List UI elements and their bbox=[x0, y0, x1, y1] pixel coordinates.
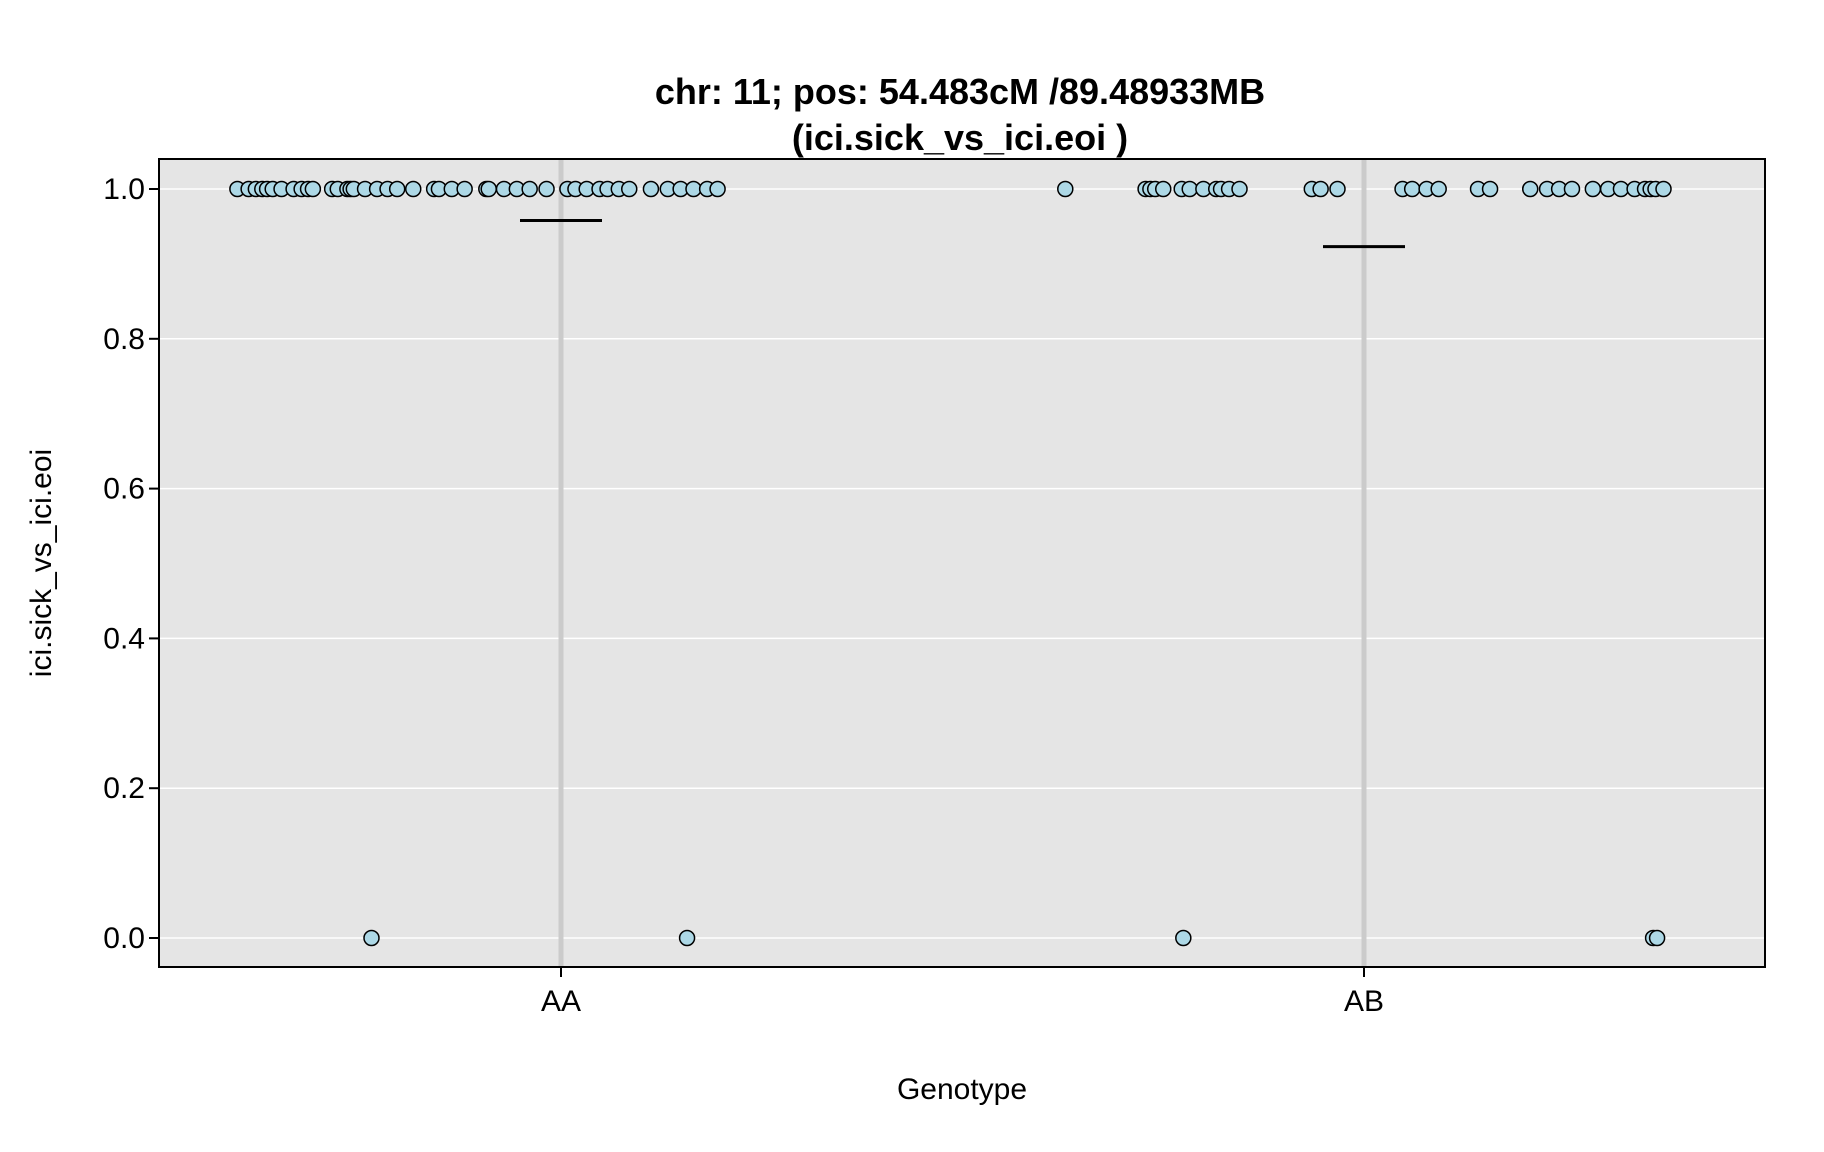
data-points bbox=[229, 180, 1672, 947]
y-tick-label: 0.8 bbox=[103, 323, 145, 356]
plot-panel bbox=[159, 159, 1765, 967]
x-tick-label: AA bbox=[541, 985, 581, 1018]
data-point bbox=[1430, 180, 1447, 198]
category-lines bbox=[558, 159, 1367, 967]
data-point bbox=[1057, 180, 1074, 198]
mean-lines bbox=[520, 218, 1405, 249]
data-point bbox=[1521, 180, 1539, 198]
data-point bbox=[1612, 180, 1630, 198]
chart-title: chr: 11; pos: 54.483cM /89.48933MB bbox=[655, 71, 1265, 112]
data-point bbox=[709, 180, 726, 198]
y-axis: 0.0 0.2 0.4 0.6 0.8 1.0 bbox=[103, 173, 159, 955]
data-point bbox=[1231, 180, 1248, 198]
data-point bbox=[404, 180, 422, 198]
data-point bbox=[521, 180, 538, 198]
x-tick-label: AB bbox=[1344, 985, 1384, 1018]
data-point bbox=[678, 929, 696, 947]
data-point bbox=[1181, 180, 1198, 198]
y-tick-label: 1.0 bbox=[103, 173, 145, 206]
chart-subtitle: (ici.sick_vs_ici.eoi ) bbox=[792, 117, 1128, 158]
data-point bbox=[1155, 180, 1172, 198]
data-point bbox=[1403, 180, 1421, 198]
data-point bbox=[1648, 929, 1666, 947]
x-axis: AA AB bbox=[541, 967, 1384, 1018]
data-point bbox=[621, 180, 638, 198]
data-point bbox=[642, 180, 660, 198]
y-tick-label: 0.2 bbox=[103, 772, 145, 805]
data-point bbox=[1584, 180, 1602, 198]
y-axis-title: ici.sick_vs_ici.eoi bbox=[25, 449, 58, 677]
data-point bbox=[363, 929, 380, 947]
data-point bbox=[1655, 180, 1672, 198]
data-point bbox=[1329, 180, 1346, 198]
data-point bbox=[1563, 180, 1581, 198]
data-point bbox=[304, 180, 322, 198]
data-point bbox=[480, 180, 497, 198]
data-point bbox=[456, 180, 473, 198]
x-axis-title: Genotype bbox=[897, 1073, 1027, 1106]
data-point bbox=[685, 180, 702, 198]
data-point bbox=[1481, 180, 1499, 198]
data-point bbox=[538, 180, 555, 198]
plot-border bbox=[158, 158, 1766, 968]
y-tick-label: 0.6 bbox=[103, 473, 145, 506]
data-point bbox=[1312, 180, 1329, 198]
y-tick-label: 0.0 bbox=[103, 922, 145, 955]
data-point bbox=[388, 180, 406, 198]
y-tick-label: 0.4 bbox=[103, 622, 145, 655]
data-point bbox=[1175, 929, 1192, 947]
